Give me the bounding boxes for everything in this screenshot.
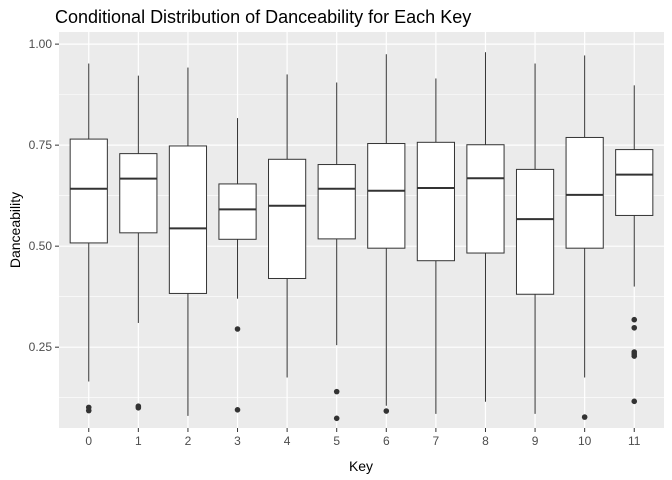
box-iqr: [169, 146, 206, 293]
x-tick-label: 4: [284, 434, 291, 448]
x-tick-label: 0: [85, 434, 92, 448]
x-tick-label: 2: [185, 434, 192, 448]
box-iqr: [70, 139, 107, 243]
x-tick-label: 3: [234, 434, 241, 448]
chart-title: Conditional Distribution of Danceability…: [55, 7, 471, 27]
outlier-point: [235, 407, 241, 413]
y-tick-label: 0.25: [29, 340, 53, 354]
x-tick-label: 9: [532, 434, 539, 448]
box-iqr: [269, 159, 306, 278]
y-axis-title: Danceability: [7, 192, 23, 268]
outlier-point: [235, 326, 241, 332]
y-tick-label: 0.50: [29, 239, 53, 253]
outlier-point: [631, 399, 637, 405]
outlier-point: [334, 416, 340, 422]
y-tick-label: 0.75: [29, 138, 53, 152]
box-iqr: [417, 142, 454, 260]
outlier-point: [136, 405, 142, 411]
x-tick-label: 8: [482, 434, 489, 448]
x-axis: 0 1 2 3 4 5 6 7 8 9 10 11: [85, 428, 640, 448]
y-tick-label: 1.00: [29, 37, 53, 51]
x-tick-label: 7: [433, 434, 440, 448]
box-iqr: [516, 169, 553, 294]
x-tick-label: 5: [333, 434, 340, 448]
x-tick-label: 1: [135, 434, 142, 448]
x-tick-label: 6: [383, 434, 390, 448]
outlier-point: [631, 353, 637, 359]
box-iqr: [368, 144, 405, 249]
x-axis-title: Key: [349, 458, 373, 474]
y-axis: 0.25 0.50 0.75 1.00: [29, 37, 59, 354]
box-iqr: [566, 137, 603, 248]
x-tick-label: 10: [578, 434, 592, 448]
outlier-point: [631, 317, 637, 323]
outlier-point: [582, 414, 588, 420]
box-iqr: [219, 184, 256, 239]
outlier-point: [86, 408, 92, 414]
outlier-point: [334, 389, 340, 395]
box-iqr: [467, 145, 504, 253]
box-iqr: [120, 154, 157, 233]
box-iqr: [318, 165, 355, 239]
box-iqr: [616, 150, 653, 216]
outlier-point: [631, 325, 637, 331]
x-tick-label: 11: [628, 434, 641, 448]
outlier-point: [383, 408, 389, 414]
